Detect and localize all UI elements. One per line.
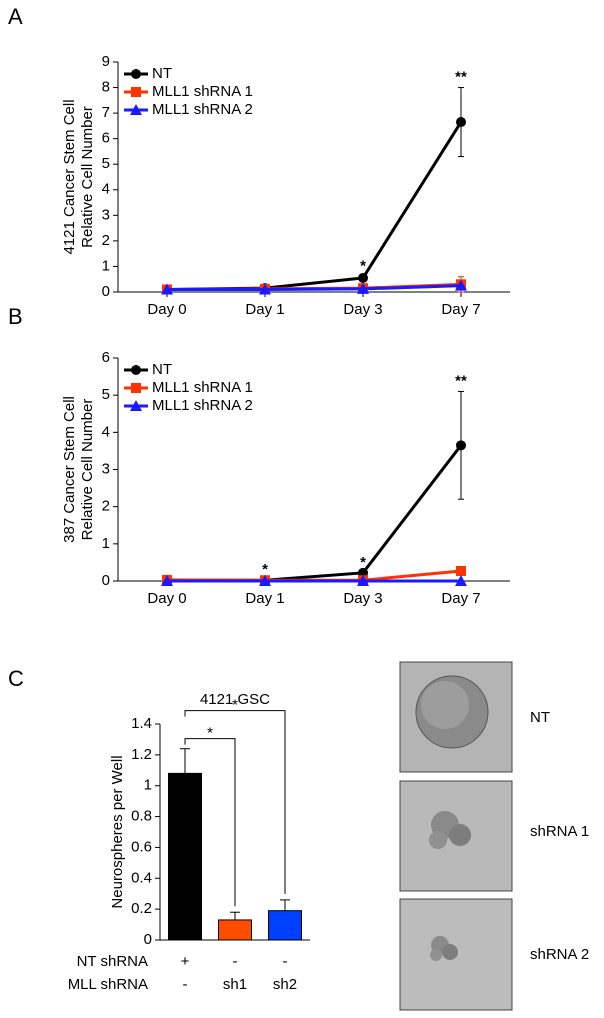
micrographs: NT shRNA 1 shRNA 2 — [399, 661, 589, 1011]
series-line — [167, 284, 462, 291]
y-tick-label: 6 — [102, 349, 110, 366]
bar — [218, 919, 252, 941]
marker — [259, 283, 271, 295]
legend-label: NT — [152, 65, 172, 82]
x-tick-label: Day 7 — [441, 301, 480, 318]
bar — [168, 772, 202, 941]
x-tick-label: Day 0 — [147, 301, 186, 318]
marker — [455, 279, 467, 291]
y-axis-title: 387 Cancer Stem Cell — [61, 396, 78, 543]
condition-name: MLL shRNA — [68, 976, 148, 993]
bar — [268, 910, 302, 941]
y-tick-label: 4 — [102, 423, 110, 440]
legend-label: NT — [152, 361, 172, 378]
y-tick-label: 7 — [102, 104, 110, 121]
y-tick-label: 1.4 — [131, 715, 152, 732]
marker — [131, 383, 141, 393]
marker — [357, 282, 369, 294]
sphere — [449, 824, 471, 846]
y-tick-label: 1 — [102, 535, 110, 552]
y-tick-label: 4 — [102, 181, 110, 198]
annotation: * — [207, 725, 213, 742]
condition-label: - — [283, 953, 288, 970]
marker — [131, 69, 141, 79]
panel-label: B — [8, 304, 23, 329]
x-tick-label: Day 3 — [343, 301, 382, 318]
panel-label: A — [8, 4, 23, 29]
sphere-detail — [421, 681, 469, 729]
significance-bracket — [184, 710, 286, 894]
condition-label: - — [233, 953, 238, 970]
condition-label: + — [181, 953, 190, 970]
panel-label: C — [8, 666, 24, 691]
marker — [358, 272, 368, 283]
y-tick-label: 2 — [102, 498, 110, 515]
marker — [130, 400, 142, 411]
significance-bracket — [184, 738, 236, 907]
x-tick-label: Day 1 — [245, 301, 284, 318]
annotation: * — [360, 554, 366, 571]
sphere — [442, 944, 458, 960]
chart-title: 4121 GSC — [200, 691, 270, 708]
y-axis-title: 4121 Cancer Stem Cell — [61, 99, 78, 254]
marker — [456, 565, 466, 576]
marker — [161, 283, 173, 295]
marker — [456, 440, 466, 451]
y-tick-label: 0.4 — [131, 869, 152, 886]
annotation: ** — [455, 69, 467, 86]
marker — [259, 575, 271, 586]
marker — [131, 87, 141, 97]
marker — [161, 575, 173, 586]
x-tick-label: Day 3 — [343, 590, 382, 607]
y-tick-label: 3 — [102, 206, 110, 223]
y-tick-label: 5 — [102, 155, 110, 172]
marker — [456, 117, 466, 128]
y-tick-label: 0.8 — [131, 808, 152, 825]
y-tick-label: 1 — [102, 257, 110, 274]
y-tick-label: 9 — [102, 53, 110, 70]
legend-label: MLL1 shRNA 2 — [152, 397, 253, 414]
y-tick-label: 0.6 — [131, 838, 152, 855]
marker — [130, 104, 142, 115]
series-line — [167, 444, 463, 582]
y-tick-label: 5 — [102, 386, 110, 403]
annotation: * — [262, 561, 268, 578]
y-tick-label: 0.2 — [131, 900, 152, 917]
condition-label: sh1 — [223, 976, 247, 993]
sphere — [430, 949, 442, 961]
x-tick-label: Day 1 — [245, 590, 284, 607]
y-axis-title: Neurospheres per Well — [109, 755, 126, 908]
y-tick-label: 0 — [144, 931, 152, 948]
condition-name: NT shRNA — [77, 953, 148, 970]
y-tick-label: 8 — [102, 79, 110, 96]
series-line — [166, 121, 463, 291]
y-tick-label: 6 — [102, 130, 110, 147]
legend-label: MLL1 shRNA 2 — [152, 101, 253, 118]
micrograph-label: shRNA 2 — [530, 946, 589, 963]
condition-label: - — [183, 976, 188, 993]
annotation: * — [232, 697, 238, 714]
y-tick-label: 1.2 — [131, 746, 152, 763]
condition-label: sh2 — [273, 976, 297, 993]
legend-label: MLL1 shRNA 1 — [152, 379, 253, 396]
legend-label: MLL1 shRNA 1 — [152, 83, 253, 100]
y-tick-label: 0 — [102, 283, 110, 300]
micrograph-label: shRNA 1 — [530, 823, 589, 840]
x-tick-label: Day 7 — [441, 590, 480, 607]
micrograph-label: NT — [530, 709, 550, 726]
y-axis-title: Relative Cell Number — [79, 399, 96, 541]
annotation: * — [360, 258, 366, 275]
marker — [455, 575, 467, 586]
y-tick-label: 2 — [102, 232, 110, 249]
x-tick-label: Day 0 — [147, 590, 186, 607]
y-tick-label: 3 — [102, 460, 110, 477]
y-axis-title: Relative Cell Number — [79, 106, 96, 248]
annotation: ** — [455, 372, 467, 389]
marker — [357, 575, 369, 586]
sphere — [429, 831, 447, 849]
y-tick-label: 0 — [102, 572, 110, 589]
marker — [131, 365, 141, 375]
y-tick-label: 1 — [144, 777, 152, 794]
